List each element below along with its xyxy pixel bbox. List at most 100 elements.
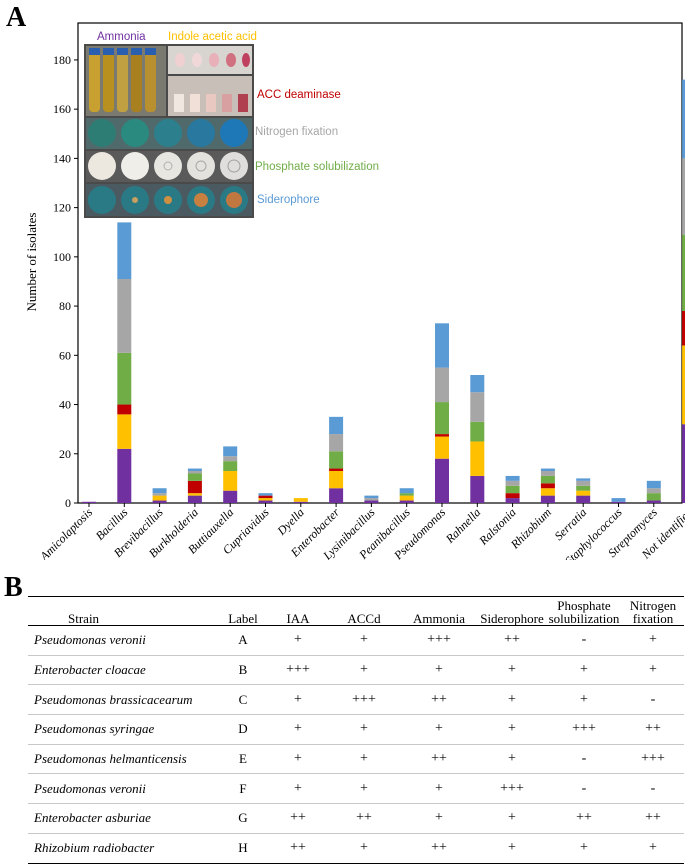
bar-segment-ammonia: [187, 495, 202, 503]
bar-segment-nitrogen-fixation: [682, 158, 685, 235]
header-phosphate-line2: solubilization: [548, 611, 620, 626]
header-iaa: IAA: [268, 596, 328, 626]
table-row: Rhizobium radiobacter H ++ + ++ + + +: [28, 833, 684, 864]
bar-segment-siderophore: [505, 475, 520, 481]
bar-segment-acc-deaminase: [117, 404, 132, 415]
bar-segment-ammonia: [117, 448, 132, 503]
cell-iaa: +: [268, 714, 328, 745]
bar-segment-phosphate-solubilization: [576, 485, 591, 491]
panel-b-letter: B: [4, 572, 23, 603]
y-axis-label: Number of isolates: [24, 213, 39, 312]
cell-phosphate: ++: [546, 803, 622, 834]
cell-nitrogen: +: [622, 655, 684, 686]
cell-accd: +: [328, 744, 400, 775]
bar-segment-siderophore: [540, 468, 555, 471]
cell-ammonia: +: [400, 773, 478, 805]
cell-nitrogen: +++: [622, 744, 684, 775]
bar-segment-indole-acetic-acid: [258, 498, 273, 501]
cell-label: D: [218, 714, 268, 745]
bar-segment-ammonia: [611, 501, 626, 503]
cell-label: C: [218, 684, 268, 716]
bar-segment-siderophore: [435, 323, 449, 368]
cell-accd: +: [328, 714, 400, 745]
bar-segment-ammonia: [505, 498, 520, 503]
cell-siderophore: +: [478, 714, 546, 745]
bar-segment-nitrogen-fixation: [470, 392, 485, 422]
cell-nitrogen: +: [622, 833, 684, 864]
legend-phosphate: Phosphate solubilization: [255, 161, 379, 173]
cell-accd: +: [328, 655, 400, 686]
panel-a-letter: A: [6, 2, 27, 33]
header-nitrogen-line1: Nitrogen: [629, 598, 677, 613]
x-tick-label: Dyella: [274, 505, 307, 538]
cell-iaa: +: [268, 684, 328, 716]
y-tick-label: 60: [59, 348, 71, 362]
header-phosphate: Phosphate solubilization: [546, 596, 622, 626]
bar-segment-indole-acetic-acid: [117, 414, 132, 449]
cell-accd: +: [328, 833, 400, 864]
header-ammonia: Ammonia: [400, 596, 478, 626]
siderophore-plates-photo: [86, 184, 252, 216]
bar-segment-phosphate-solubilization: [470, 421, 485, 442]
bar-segment-phosphate-solubilization: [223, 461, 238, 471]
cell-ammonia: +++: [400, 625, 478, 656]
cell-siderophore: +: [478, 803, 546, 834]
bar-segment-siderophore: [187, 468, 202, 471]
cell-iaa: +: [268, 625, 328, 656]
bar-segment-indole-acetic-acid: [576, 490, 591, 496]
bar-segment-siderophore: [576, 478, 591, 481]
header-nitrogen: Nitrogen fixation: [622, 596, 684, 626]
cell-siderophore: +: [478, 833, 546, 864]
bar-segment-phosphate-solubilization: [682, 234, 685, 311]
bar-segment-siderophore: [329, 416, 344, 435]
cell-ammonia: +: [400, 714, 478, 745]
bar-segment-ammonia: [435, 458, 449, 503]
bar-segment-indole-acetic-acid: [682, 345, 685, 425]
y-tick-label: 180: [53, 53, 71, 67]
bar-segment-indole-acetic-acid: [470, 441, 485, 476]
table-row: Pseudomonas helmanticensis E + + ++ + - +++: [28, 744, 684, 775]
cell-siderophore: ++: [478, 625, 546, 656]
y-tick-label: 0: [65, 496, 71, 510]
cell-label: F: [218, 773, 268, 805]
bar-segment-ammonia: [540, 495, 555, 503]
bar-segment-acc-deaminase: [187, 480, 202, 494]
bar-segment-phosphate-solubilization: [187, 473, 202, 481]
bar-segment-nitrogen-fixation: [505, 480, 520, 486]
cell-phosphate: -: [546, 744, 622, 775]
table-row: Enterobacter cloacae B +++ + + + + +: [28, 655, 684, 686]
table-row: Pseudomonas veronii F + + + +++ - -: [28, 773, 684, 805]
bar-segment-ammonia: [646, 500, 661, 503]
cell-nitrogen: -: [622, 773, 684, 805]
cell-label: A: [218, 625, 268, 656]
bar-segment-siderophore: [223, 446, 238, 457]
cell-phosphate: +++: [546, 714, 622, 745]
cell-phosphate: -: [546, 625, 622, 656]
bar-segment-indole-acetic-acid: [329, 471, 344, 489]
bar-segment-nitrogen-fixation: [540, 471, 555, 476]
cell-siderophore: +++: [478, 773, 546, 805]
header-siderophore: Siderophore: [478, 596, 546, 626]
y-ticks: 0 20 40 60 80 100 120 140 160 180: [53, 53, 78, 510]
iaa-tubes-photo: [168, 46, 252, 74]
cell-label: E: [218, 744, 268, 775]
bar-segment-indole-acetic-acid: [223, 471, 238, 491]
y-tick-label: 160: [53, 102, 71, 116]
cell-strain: Pseudomonas veronii: [28, 773, 218, 805]
bar-segment-ammonia: [364, 500, 379, 503]
bar-segment-acc-deaminase: [682, 311, 685, 346]
bar-segment-ammonia: [470, 475, 485, 503]
strain-table: Strain Label IAA ACCd Ammonia Siderophor…: [28, 596, 684, 864]
cell-iaa: ++: [268, 803, 328, 834]
bar-segment-siderophore: [682, 79, 685, 159]
y-tick-label: 80: [59, 299, 71, 313]
legend-acc: ACC deaminase: [257, 89, 341, 101]
bar-segment-phosphate-solubilization: [117, 352, 132, 405]
bar-segment-nitrogen-fixation: [646, 488, 661, 494]
cell-nitrogen: ++: [622, 714, 684, 745]
bar-segment-siderophore: [258, 493, 273, 496]
cell-siderophore: +: [478, 744, 546, 775]
cell-label: B: [218, 655, 268, 686]
x-tick-labels: AmicolaptosisBacillusBrevibacillusBurkho…: [36, 503, 685, 560]
bar-segment-indole-acetic-acid: [399, 495, 414, 501]
